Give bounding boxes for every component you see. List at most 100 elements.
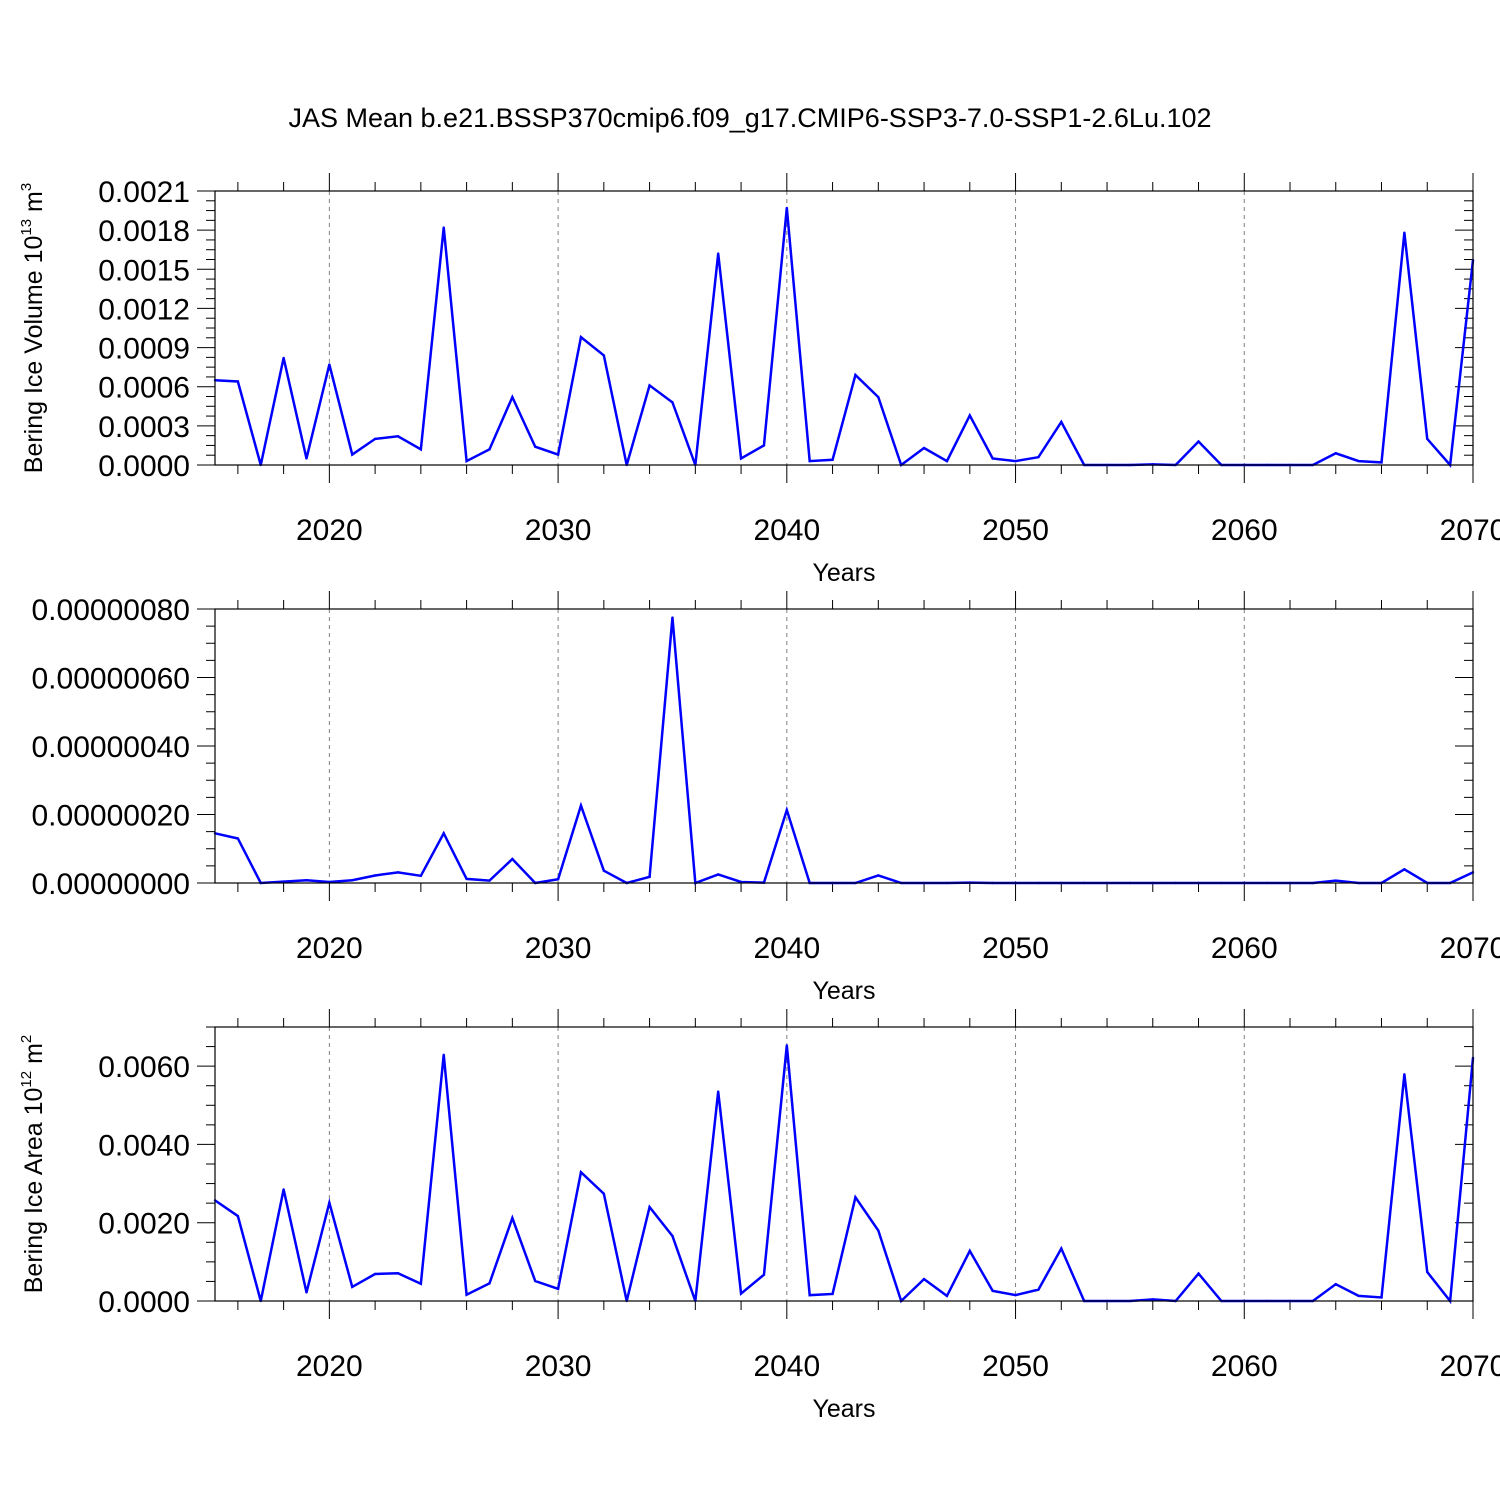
data-point [785, 206, 789, 210]
y-axis-label-unit: m [20, 1043, 48, 1071]
data-point [877, 874, 880, 877]
x-tick-label: 2040 [753, 932, 820, 965]
plot-frame [214, 190, 1474, 466]
data-point [831, 1292, 834, 1296]
x-tick-label: 2070 [1440, 932, 1500, 965]
data-point [579, 335, 583, 339]
data-point [1014, 1293, 1017, 1297]
y-tick-label: 0.0000 [98, 450, 190, 483]
y-tick-label: 0.00000080 [32, 594, 191, 627]
y-tick-label: 0.0020 [98, 1208, 190, 1241]
data-point [534, 445, 537, 448]
data-point [442, 832, 445, 835]
data-point [1037, 1288, 1040, 1291]
x-tick-label: 2040 [753, 1350, 820, 1383]
data-point [465, 1293, 468, 1296]
data-point [328, 363, 331, 366]
series-line [214, 617, 1474, 885]
data-point [602, 354, 606, 357]
x-tick-label: 2030 [525, 1350, 592, 1383]
x-tick-label: 2020 [296, 514, 363, 547]
data-point [556, 453, 560, 456]
data-point [351, 879, 354, 882]
data-point [762, 444, 766, 447]
data-point [1426, 1270, 1429, 1274]
y-tick-label: 0.0006 [98, 372, 190, 405]
data-point [877, 395, 880, 399]
data-point [556, 1287, 560, 1291]
data-point [1037, 455, 1040, 459]
x-tick-label: 2040 [753, 514, 820, 547]
data-point [854, 1196, 857, 1199]
chart-panel-1: 2020 2030 2040 2050 2060 2070 Years 0.0000 0.000… [18, 173, 1500, 587]
data-point [488, 448, 491, 451]
y-tick-label: 0.0009 [98, 333, 190, 366]
data-point [922, 446, 926, 450]
data-point [945, 1294, 949, 1298]
y-tick-label: 0.0021 [98, 176, 190, 209]
x-tick-label: 2030 [525, 514, 592, 547]
x-tick-label: 2070 [1440, 514, 1500, 547]
data-point [556, 878, 560, 881]
y-tick-label: 0.00000040 [32, 731, 191, 764]
data-point [717, 1090, 720, 1093]
y-axis-label-unit: m [20, 191, 48, 219]
chart-title: JAS Mean b.e21.BSSP370cmip6.f09_g17.CMIP… [288, 103, 1211, 133]
y-tick-label: 0.0018 [98, 215, 190, 248]
series-line [214, 1045, 1475, 1305]
data-point [351, 1285, 354, 1289]
data-point [442, 1053, 445, 1056]
data-point [396, 435, 400, 438]
data-point [396, 1272, 400, 1275]
data-point [877, 1229, 880, 1232]
data-point [1357, 459, 1360, 463]
x-tick-label: 2060 [1211, 514, 1278, 547]
data-point [305, 879, 308, 882]
data-point [511, 857, 514, 861]
data-point [991, 1289, 994, 1293]
data-point [808, 1293, 811, 1297]
plot-frame [214, 1026, 1474, 1302]
data-point [968, 414, 971, 417]
data-point [648, 1205, 651, 1209]
y-axis-label: Bering Ice Volume 1013 m3 [18, 183, 48, 473]
data-point [488, 879, 491, 882]
data-point [579, 1171, 583, 1174]
data-point [648, 384, 651, 387]
data-point [1197, 440, 1200, 443]
data-point [602, 869, 606, 872]
data-point [1060, 420, 1063, 424]
data-point [739, 1292, 743, 1295]
data-point [1380, 1296, 1383, 1299]
data-point [396, 871, 400, 874]
data-point [808, 459, 811, 463]
data-point [671, 616, 674, 619]
y-tick-label: 0.0015 [98, 254, 190, 287]
data-point [717, 252, 720, 255]
data-point [442, 226, 445, 229]
data-point [534, 1279, 537, 1283]
data-point [282, 1188, 285, 1191]
x-axis-label: Years [812, 977, 875, 1005]
y-axis-label-unit-exponent: 2 [18, 1035, 35, 1043]
data-point [1380, 461, 1383, 464]
data-point [648, 875, 651, 879]
data-point [419, 874, 423, 878]
data-point [785, 1044, 789, 1047]
plot-frame [214, 608, 1474, 884]
x-axis-label: Years [812, 1395, 875, 1423]
y-tick-label: 0.0012 [98, 293, 190, 326]
y-axis-label: Bering Ice Area 1012 m2 [18, 1035, 48, 1294]
data-point [373, 874, 377, 877]
y-tick-label: 0.0040 [98, 1129, 190, 1162]
data-point [602, 1192, 606, 1195]
data-point [717, 873, 720, 876]
data-point [968, 1249, 971, 1253]
data-point [1060, 1247, 1063, 1250]
data-point [305, 1291, 308, 1294]
data-point [831, 458, 834, 461]
data-point [465, 459, 468, 463]
data-point [1197, 1272, 1200, 1275]
x-tick-label: 2020 [296, 1350, 363, 1383]
y-tick-label: 0.0060 [98, 1051, 190, 1084]
